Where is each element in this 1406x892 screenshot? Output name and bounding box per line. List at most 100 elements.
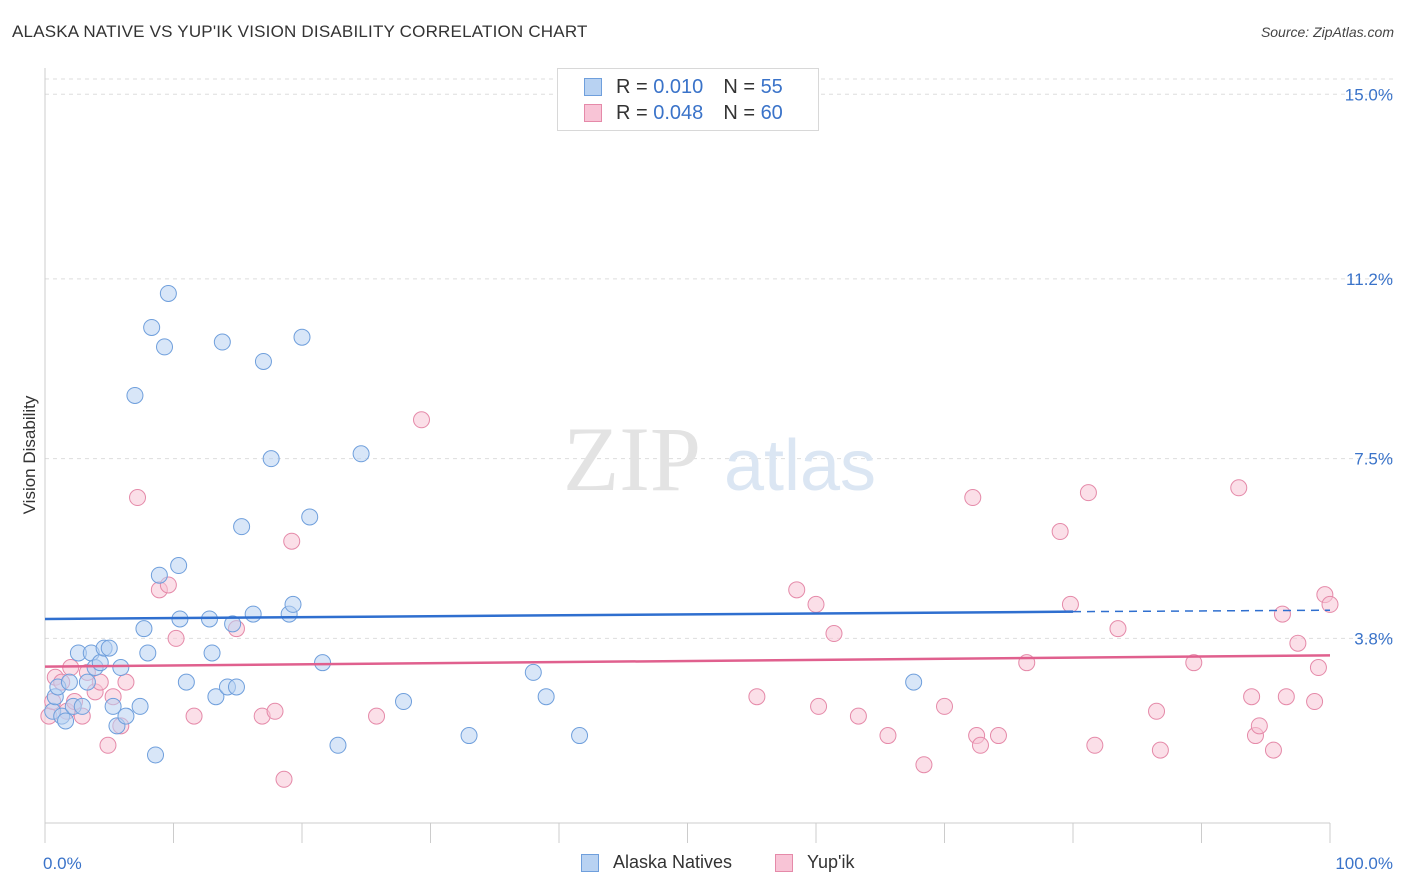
legend-row-alaska-natives: R = 0.010 N = 55 — [584, 74, 783, 100]
data-point-yupik — [1289, 634, 1307, 652]
legend-swatch-blue — [584, 78, 602, 96]
correlation-legend: R = 0.010 N = 55 R = 0.048 N = 60 — [557, 68, 819, 131]
data-point-yupik — [849, 707, 867, 725]
data-point-alaska-natives — [254, 352, 272, 370]
data-point-yupik — [915, 756, 933, 774]
data-point-yupik — [275, 770, 293, 788]
data-point-alaska-natives — [139, 644, 157, 662]
data-point-yupik — [266, 702, 284, 720]
data-point-yupik — [167, 629, 185, 647]
data-point-alaska-natives — [329, 736, 347, 754]
data-point-yupik — [368, 707, 386, 725]
data-point-alaska-natives — [524, 663, 542, 681]
data-point-alaska-natives — [352, 445, 370, 463]
data-point-yupik — [1309, 659, 1327, 677]
data-point-yupik — [1061, 595, 1079, 613]
data-point-alaska-natives — [177, 673, 195, 691]
legend-swatch-blue — [581, 853, 599, 872]
data-point-alaska-natives — [293, 328, 311, 346]
data-point-alaska-natives — [460, 727, 478, 745]
data-point-alaska-natives — [395, 693, 413, 711]
data-point-yupik — [1243, 688, 1261, 706]
data-point-yupik — [1273, 605, 1291, 623]
legend-label: Alaska Natives — [613, 852, 733, 872]
legend-n-value: 60 — [760, 101, 783, 124]
data-point-yupik — [1109, 620, 1127, 638]
trend-line-extension — [1072, 609, 1331, 613]
legend-item-alaska-natives: Alaska Natives — [581, 852, 732, 873]
data-point-alaska-natives — [203, 644, 221, 662]
legend-n-value: 55 — [760, 75, 783, 98]
data-point-yupik — [1321, 595, 1339, 613]
data-point-alaska-natives — [905, 673, 923, 691]
data-point-yupik — [1277, 688, 1295, 706]
data-point-yupik — [807, 595, 825, 613]
data-point-yupik — [1264, 741, 1282, 759]
x-tick-label: 100.0% — [1335, 854, 1393, 873]
data-point-alaska-natives — [159, 284, 177, 302]
data-point-alaska-natives — [301, 508, 319, 526]
chart-title: ALASKA NATIVE VS YUP'IK VISION DISABILIT… — [12, 22, 588, 41]
data-point-alaska-natives — [117, 707, 135, 725]
data-point-alaska-natives — [131, 697, 149, 715]
axes — [44, 68, 1331, 843]
data-point-alaska-natives — [170, 557, 188, 575]
data-point-alaska-natives — [207, 688, 225, 706]
data-point-alaska-natives — [104, 697, 122, 715]
data-point-yupik — [283, 532, 301, 550]
legend-r-label: R = — [616, 75, 648, 98]
data-point-yupik — [129, 489, 147, 507]
y-tick-label: 7.5% — [1354, 450, 1393, 469]
data-point-alaska-natives — [244, 605, 262, 623]
data-point-yupik — [1306, 693, 1324, 711]
legend-r-value: 0.010 — [653, 75, 704, 98]
y-axis-label: Vision Disability — [20, 395, 39, 514]
data-point-alaska-natives — [571, 727, 589, 745]
data-point-yupik — [1079, 484, 1097, 502]
data-point-alaska-natives — [224, 615, 242, 633]
data-point-yupik — [1148, 702, 1166, 720]
legend-item-yupik: Yup'ik — [775, 852, 854, 873]
data-point-alaska-natives — [126, 386, 144, 404]
data-point-yupik — [185, 707, 203, 725]
x-tick-label: 0.0% — [43, 854, 82, 873]
data-point-yupik — [1051, 523, 1069, 541]
data-point-alaska-natives — [135, 620, 153, 638]
data-point-alaska-natives — [284, 595, 302, 613]
y-tick-label: 3.8% — [1354, 629, 1393, 648]
watermark-zip: ZIP — [563, 408, 701, 510]
trend-line-alaska-natives — [44, 610, 1074, 621]
data-point-yupik — [413, 411, 431, 429]
legend-swatch-pink — [584, 104, 602, 122]
data-point-yupik — [825, 625, 843, 643]
chart-source: Source: ZipAtlas.com — [1260, 24, 1394, 40]
legend-n-label: N = — [723, 75, 755, 98]
data-point-alaska-natives — [537, 688, 555, 706]
watermark: ZIP atlas — [563, 408, 876, 510]
legend-swatch-pink — [775, 853, 793, 872]
data-point-yupik — [971, 736, 989, 754]
data-point-alaska-natives — [73, 697, 91, 715]
data-point-yupik — [117, 673, 135, 691]
legend-label: Yup'ik — [807, 852, 855, 872]
data-point-alaska-natives — [147, 746, 165, 764]
legend-n-label: N = — [723, 101, 755, 124]
data-point-yupik — [989, 727, 1007, 745]
data-point-alaska-natives — [143, 318, 161, 336]
data-point-alaska-natives — [314, 654, 332, 672]
data-point-yupik — [879, 727, 897, 745]
data-point-yupik — [748, 688, 766, 706]
data-point-yupik — [1230, 479, 1248, 497]
data-point-yupik — [964, 489, 982, 507]
legend-row-yupik: R = 0.048 N = 60 — [584, 100, 783, 126]
data-point-alaska-natives — [156, 338, 174, 356]
data-point-alaska-natives — [112, 659, 130, 677]
data-point-yupik — [1086, 736, 1104, 754]
data-point-alaska-natives — [60, 673, 78, 691]
data-point-yupik — [1185, 654, 1203, 672]
legend-r-label: R = — [616, 101, 648, 124]
data-point-alaska-natives — [262, 450, 280, 468]
watermark-atlas: atlas — [724, 426, 876, 506]
data-point-yupik — [936, 697, 953, 715]
